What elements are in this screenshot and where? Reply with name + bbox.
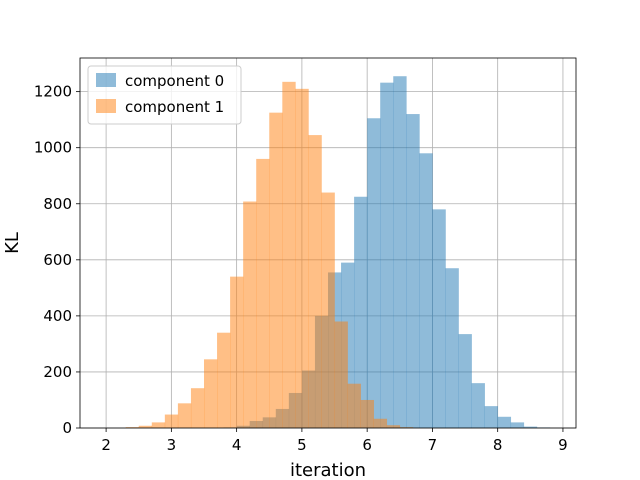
- y-axis-ticks: 0 200 400 600 800 1000 1200: [34, 83, 80, 437]
- plot-frame: [79, 57, 577, 429]
- histogram-bar-component-1: [269, 112, 283, 428]
- histogram-bar-component-1: [360, 399, 374, 428]
- histogram-bar-component-0: [497, 416, 512, 428]
- y-tick-label: 1200: [34, 83, 72, 101]
- histogram-bar-component-0: [432, 209, 446, 428]
- histogram-bars: [125, 76, 551, 429]
- y-tick-label: 800: [43, 195, 72, 213]
- y-tick-label: 200: [43, 363, 72, 381]
- histogram-bar-component-1: [373, 418, 388, 428]
- y-tick-label: 400: [43, 307, 72, 325]
- x-tick-label: 3: [167, 436, 177, 454]
- histogram-bar-component-1: [308, 135, 322, 429]
- x-axis-ticks: 2 3 4 5 6 7 8 9: [101, 428, 568, 454]
- legend-label-component-0: component 0: [125, 72, 224, 90]
- histogram-bar-component-1: [334, 321, 348, 428]
- histogram-bar-component-1: [125, 427, 140, 428]
- histogram-bar-component-0: [354, 196, 368, 428]
- histogram-bar-component-1: [399, 427, 414, 428]
- histogram-bar-component-1: [386, 425, 401, 428]
- legend-swatch-component-0: [96, 73, 116, 87]
- histogram-bar-component-1: [164, 414, 179, 428]
- x-tick-label: 7: [428, 436, 438, 454]
- histogram-bar-component-1: [295, 88, 309, 428]
- histogram-bar-component-0: [367, 118, 381, 429]
- legend-frame: [87, 65, 242, 125]
- histogram-bar-component-1: [204, 359, 218, 428]
- histogram-bar-component-0: [484, 406, 498, 428]
- histogram-bar-component-1: [230, 276, 244, 428]
- histogram-bar-component-1: [256, 158, 270, 428]
- histogram-bar-component-0: [393, 76, 407, 428]
- histogram-bar-component-0: [523, 426, 538, 428]
- x-tick-label: 8: [493, 436, 503, 454]
- x-tick-label: 4: [232, 436, 242, 454]
- x-tick-label: 9: [558, 436, 568, 454]
- x-tick-label: 2: [101, 436, 111, 454]
- legend: component 0 component 1: [87, 65, 242, 125]
- y-axis-label: KL: [2, 232, 23, 254]
- legend-swatch-component-1: [96, 99, 116, 113]
- histogram-bar-component-1: [243, 201, 257, 428]
- y-tick-label: 0: [62, 419, 72, 437]
- histogram-bar-component-0: [471, 383, 485, 428]
- histogram-bar-component-1: [190, 388, 205, 428]
- histogram-bar-component-1: [177, 403, 192, 428]
- legend-label-component-1: component 1: [125, 98, 224, 116]
- y-tick-label: 1000: [34, 139, 72, 157]
- histogram-bar-component-1: [282, 81, 296, 429]
- histogram-bar-component-0: [380, 82, 394, 429]
- y-tick-label: 600: [43, 251, 72, 269]
- histogram-bar-component-1: [321, 192, 335, 428]
- histogram-bar-component-1: [347, 383, 361, 428]
- histogram-bar-component-0: [445, 268, 459, 428]
- x-axis-label: iteration: [290, 460, 366, 480]
- histogram-bar-component-0: [458, 334, 472, 428]
- histogram-bar-component-1: [151, 422, 166, 428]
- x-tick-label: 5: [297, 436, 307, 454]
- histogram-bar-component-0: [510, 422, 525, 428]
- histogram-bar-component-1: [138, 425, 153, 428]
- x-tick-label: 6: [362, 436, 372, 454]
- histogram-bar-component-1: [217, 332, 231, 428]
- histogram-bar-component-0: [406, 114, 420, 428]
- histogram-bar-component-0: [419, 153, 433, 428]
